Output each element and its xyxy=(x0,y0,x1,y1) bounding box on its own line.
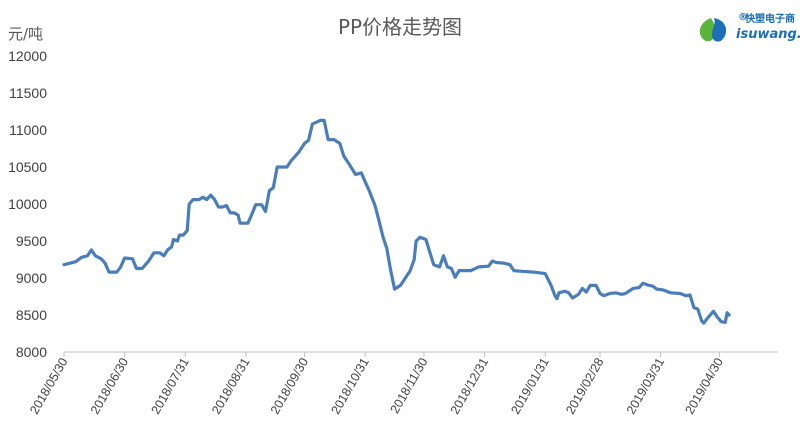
x-tick-label: 2018/08/31 xyxy=(209,355,252,416)
x-tick-label: 2019/03/31 xyxy=(624,355,667,416)
x-tick-label: 2018/10/31 xyxy=(328,355,371,416)
y-axis-ticks: 8000 8500 9000 9500 10000 10500 11000 11500 1200… xyxy=(8,48,47,360)
y-tick-label: 9000 xyxy=(16,270,47,286)
x-tick-label: 2018/11/30 xyxy=(388,355,431,415)
logo-text-cn: 快塑电子商 xyxy=(744,12,795,25)
isuwang-logo: ® 快塑电子商 isuwang.co xyxy=(699,12,800,42)
x-tick-label: 2018/05/30 xyxy=(27,355,70,416)
chart-title: PP价格走势图 xyxy=(338,15,462,39)
x-tick-label: 2018/07/31 xyxy=(148,355,191,416)
y-tick-label: 10500 xyxy=(8,159,47,175)
y-tick-label: 12000 xyxy=(8,48,47,64)
y-tick-label: 10000 xyxy=(8,196,47,212)
x-axis-ticks: 2018/05/30 2018/06/30 2018/07/31 2018/08/31… xyxy=(27,352,726,417)
y-tick-label: 9500 xyxy=(16,233,47,249)
x-tick-label: 2019/02/28 xyxy=(563,355,606,416)
y-axis-unit-label: 元/吨 xyxy=(8,25,43,43)
x-tick-label: 2018/12/31 xyxy=(448,355,491,416)
x-tick-label: 2019/01/31 xyxy=(508,355,551,416)
pp-price-line xyxy=(62,118,731,325)
y-tick-label: 11000 xyxy=(9,122,47,138)
leaf-drop-icon xyxy=(699,18,727,42)
y-tick-label: 8500 xyxy=(16,307,47,323)
y-tick-label: 8000 xyxy=(16,344,47,360)
y-tick-label: 11500 xyxy=(9,85,47,101)
logo-text-en: isuwang.co xyxy=(736,27,800,42)
x-tick-label: 2019/04/30 xyxy=(683,355,726,416)
logo-mark: ® xyxy=(738,12,748,23)
x-tick-label: 2018/09/30 xyxy=(268,355,311,416)
x-tick-label: 2018/06/30 xyxy=(88,355,131,416)
